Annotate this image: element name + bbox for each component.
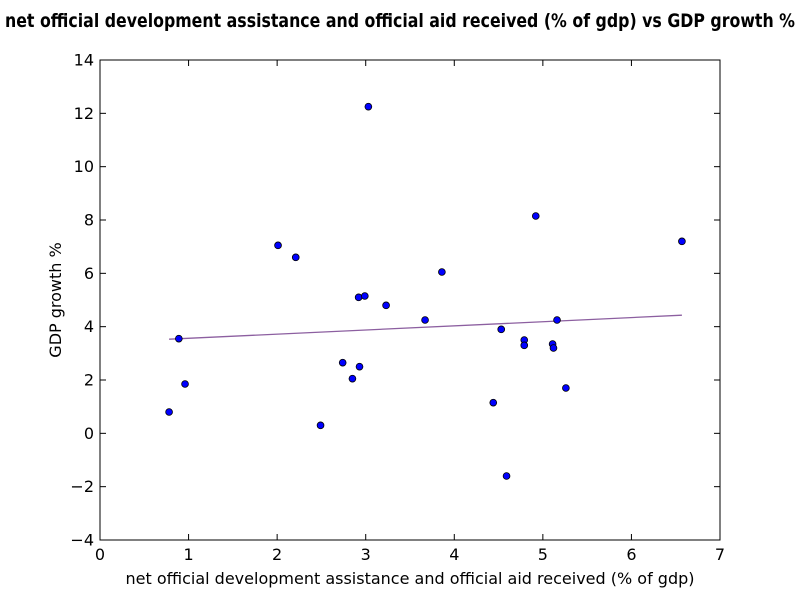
data-point-1 xyxy=(175,334,183,343)
plot-area xyxy=(100,60,720,540)
y-tick-label-0: −4 xyxy=(70,531,94,550)
data-point-24 xyxy=(562,384,570,392)
data-point-10 xyxy=(361,292,369,300)
data-point-9 xyxy=(355,362,364,371)
data-point-8 xyxy=(354,293,363,302)
data-point-13 xyxy=(421,316,429,324)
data-point-20 xyxy=(531,212,540,220)
x-tick-label-5: 5 xyxy=(538,545,548,564)
x-tick-label-1: 1 xyxy=(183,545,193,564)
y-tick-label-8: 12 xyxy=(74,104,94,123)
data-point-7 xyxy=(348,374,357,383)
data-point-12 xyxy=(382,301,390,310)
data-point-19 xyxy=(520,341,529,350)
x-tick-label-0: 0 xyxy=(95,545,105,564)
data-point-23 xyxy=(553,316,561,324)
data-point-3 xyxy=(274,241,282,250)
y-tick-label-4: 4 xyxy=(84,317,94,336)
data-point-14 xyxy=(438,268,446,276)
data-point-25 xyxy=(678,237,686,246)
y-tick-label-3: 2 xyxy=(84,371,94,390)
trend-line xyxy=(169,314,682,340)
data-point-11 xyxy=(364,102,373,111)
y-tick-label-1: −2 xyxy=(70,477,94,496)
x-tick-label-3: 3 xyxy=(361,545,371,564)
plot-frame xyxy=(99,59,721,541)
data-point-0 xyxy=(165,408,173,416)
data-point-6 xyxy=(338,358,347,367)
x-tick-label-7: 7 xyxy=(715,545,725,564)
data-point-17 xyxy=(502,472,511,480)
y-tick-label-5: 6 xyxy=(84,264,94,283)
x-tick-label-2: 2 xyxy=(272,545,282,564)
x-tick-label-6: 6 xyxy=(626,545,636,564)
y-tick-label-2: 0 xyxy=(84,424,94,443)
y-axis-label: GDP growth % xyxy=(46,242,65,357)
data-point-4 xyxy=(291,253,300,262)
y-tick-label-7: 10 xyxy=(74,157,94,176)
data-point-22 xyxy=(549,344,558,352)
y-tick-label-9: 14 xyxy=(74,51,94,70)
x-tick-label-4: 4 xyxy=(449,545,459,564)
x-axis-label: net official development assistance and … xyxy=(126,569,695,588)
data-point-5 xyxy=(316,421,325,430)
y-tick-label-6: 8 xyxy=(84,211,94,230)
data-point-15 xyxy=(489,398,498,407)
chart-title: net official development assistance and … xyxy=(5,10,795,32)
data-point-2 xyxy=(181,380,189,388)
data-point-16 xyxy=(497,325,506,334)
